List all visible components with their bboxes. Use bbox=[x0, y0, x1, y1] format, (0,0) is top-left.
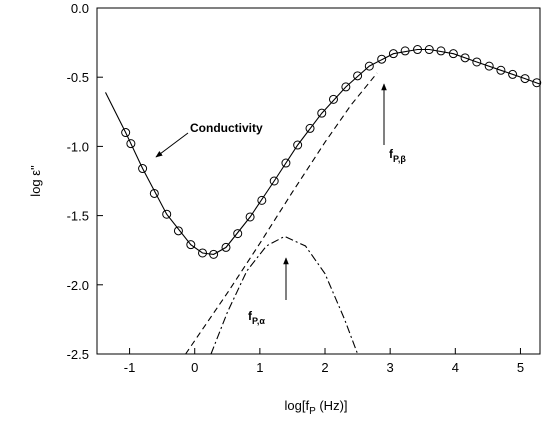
data-point bbox=[353, 71, 363, 81]
data-point bbox=[388, 49, 398, 59]
data-point bbox=[281, 158, 291, 168]
data-point bbox=[233, 229, 243, 239]
data-point bbox=[149, 188, 159, 198]
curve bbox=[185, 72, 378, 355]
x-tick-label: 1 bbox=[256, 360, 263, 375]
data-point bbox=[305, 123, 315, 133]
annotation: fP,β bbox=[389, 147, 406, 164]
data-point bbox=[257, 195, 267, 205]
x-tick-label: 5 bbox=[517, 360, 524, 375]
data-point bbox=[186, 240, 196, 250]
x-tick-label: 2 bbox=[321, 360, 328, 375]
data-point bbox=[472, 57, 482, 67]
data-point bbox=[269, 176, 279, 186]
data-point bbox=[173, 226, 183, 236]
x-tick-label: 3 bbox=[387, 360, 394, 375]
data-point bbox=[221, 242, 231, 252]
data-point bbox=[328, 94, 338, 104]
y-tick-label: -0.5 bbox=[67, 70, 89, 85]
data-point bbox=[138, 164, 148, 174]
data-point bbox=[162, 209, 172, 219]
data-point bbox=[121, 128, 131, 138]
data-point bbox=[126, 139, 136, 149]
data-point bbox=[317, 108, 327, 118]
y-tick-label: -2.5 bbox=[67, 347, 89, 362]
y-axis-label: log ε" bbox=[28, 165, 43, 197]
y-tick-label: -1.0 bbox=[67, 139, 89, 154]
data-point bbox=[364, 61, 374, 71]
data-point bbox=[341, 82, 351, 92]
data-point bbox=[293, 140, 303, 150]
data-point bbox=[460, 53, 470, 63]
curve bbox=[105, 48, 541, 255]
plot-frame bbox=[96, 7, 541, 355]
curve bbox=[210, 235, 359, 355]
y-tick-label: -2.0 bbox=[67, 278, 89, 293]
annotation: Conductivity bbox=[190, 121, 263, 135]
data-point bbox=[245, 212, 255, 222]
x-tick-label: -1 bbox=[124, 360, 136, 375]
data-point bbox=[496, 65, 506, 75]
data-point bbox=[508, 69, 518, 79]
data-point bbox=[377, 54, 387, 64]
y-tick-label: -1.5 bbox=[67, 209, 89, 224]
y-tick-label: 0.0 bbox=[71, 1, 89, 16]
x-tick-label: 0 bbox=[191, 360, 198, 375]
x-axis-label: log[fP (Hz)] bbox=[284, 398, 347, 417]
x-tick-label: 4 bbox=[452, 360, 459, 375]
data-point bbox=[484, 61, 494, 71]
data-point bbox=[520, 74, 530, 84]
data-point bbox=[532, 78, 542, 88]
data-point bbox=[448, 49, 458, 59]
annotation: fP,α bbox=[248, 309, 265, 326]
annotation-arrow bbox=[155, 132, 189, 158]
